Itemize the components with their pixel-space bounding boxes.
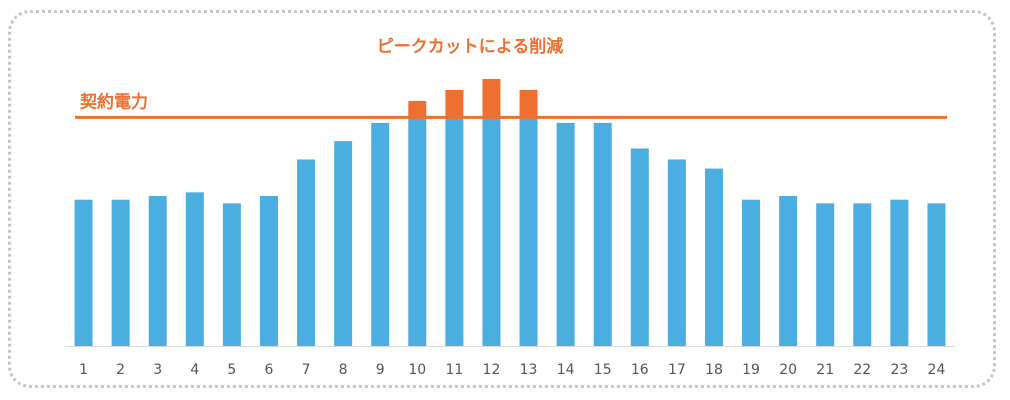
- peak-cut-segment-12: [482, 78, 501, 118]
- bar-hour-16: [630, 148, 649, 346]
- bar-hour-19: [742, 199, 761, 346]
- x-tick-label: 18: [705, 362, 723, 378]
- x-tick-labels: 1 2 3 4 5 6 7 8 9 10 11 12 13 14 15 16 17 18 19 20 21 22 23 24: [79, 362, 945, 378]
- x-tick-label: 6: [264, 362, 273, 378]
- x-tick-label: 17: [668, 362, 686, 378]
- x-tick-label: 3: [153, 362, 162, 378]
- bar-hour-21: [816, 203, 835, 346]
- x-tick-label: 2: [116, 362, 125, 378]
- x-tick-label: 7: [302, 362, 311, 378]
- x-tick-label: 11: [445, 362, 463, 378]
- x-tick-label: 5: [227, 362, 236, 378]
- contract-power-label: 契約電力: [79, 91, 148, 112]
- bar-hour-22: [853, 203, 872, 346]
- bar-hour-23: [890, 199, 909, 346]
- peak-cut-segment-11: [445, 89, 464, 118]
- bar-hour-24: [927, 203, 946, 346]
- bar-hour-15: [593, 122, 612, 346]
- x-tick-label: 21: [816, 362, 834, 378]
- bar-hour-5: [222, 203, 241, 346]
- bar-hour-10: [408, 117, 427, 346]
- bar-hour-7: [297, 159, 316, 346]
- x-tick-label: 16: [631, 362, 649, 378]
- x-tick-label: 23: [890, 362, 908, 378]
- bar-hour-18: [704, 168, 723, 346]
- x-tick-label: 20: [779, 362, 797, 378]
- bar-hour-8: [334, 141, 353, 346]
- x-tick-label: 22: [853, 362, 871, 378]
- bars-group: [74, 78, 946, 346]
- bar-hour-13: [519, 117, 538, 346]
- bar-hour-4: [185, 192, 204, 346]
- peak-cut-label: ピークカットによる削減: [377, 36, 564, 57]
- bar-hour-3: [148, 196, 167, 346]
- bar-hour-17: [667, 159, 686, 346]
- x-tick-label: 8: [339, 362, 348, 378]
- bar-hour-9: [371, 122, 390, 346]
- bar-hour-1: [74, 199, 93, 346]
- bar-hour-20: [779, 196, 798, 346]
- x-tick-label: 13: [520, 362, 538, 378]
- x-tick-label: 4: [190, 362, 199, 378]
- chart-frame: [8, 10, 996, 388]
- x-tick-label: 1: [79, 362, 88, 378]
- x-tick-label: 14: [557, 362, 575, 378]
- peak-cut-segment-10: [408, 100, 427, 118]
- x-tick-label: 19: [742, 362, 760, 378]
- x-tick-label: 10: [408, 362, 426, 378]
- x-tick-label: 15: [594, 362, 612, 378]
- bar-hour-11: [445, 117, 464, 346]
- bar-hour-2: [111, 199, 130, 346]
- bar-hour-6: [259, 196, 278, 346]
- x-tick-label: 9: [376, 362, 385, 378]
- bar-hour-14: [556, 122, 575, 346]
- x-tick-label: 12: [483, 362, 501, 378]
- bar-hour-12: [482, 117, 501, 346]
- x-tick-label: 24: [928, 362, 946, 378]
- peak-cut-segment-13: [519, 89, 538, 118]
